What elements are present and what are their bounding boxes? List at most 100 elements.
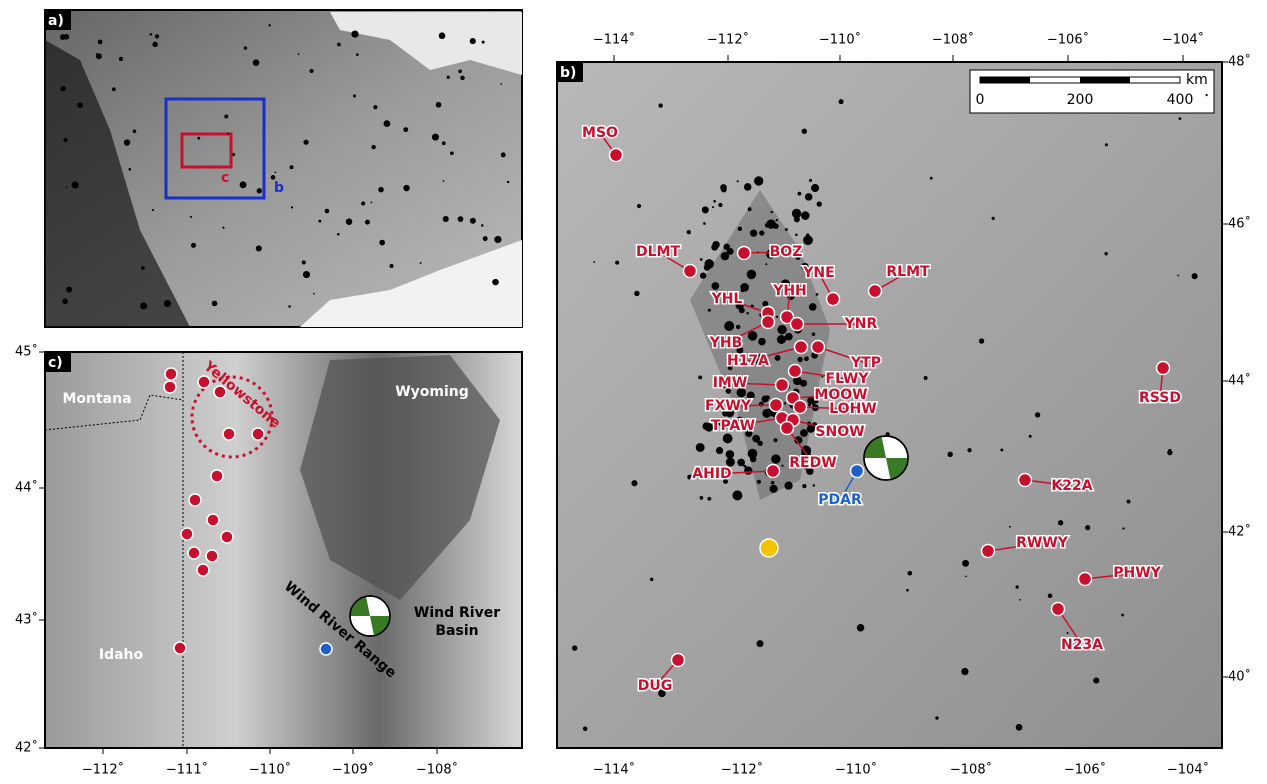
lon-tick-label: −110˚	[249, 762, 291, 778]
event	[318, 220, 321, 223]
event	[781, 465, 783, 467]
event	[268, 24, 270, 26]
event	[351, 30, 358, 37]
box-label: b	[274, 180, 284, 196]
event	[128, 168, 131, 171]
lon-tick-label: −106˚	[1047, 32, 1089, 48]
event	[436, 102, 442, 108]
station-label: K22A	[1051, 478, 1092, 494]
figure: b c a) c) b) −114˚−114˚−112˚−112˚−110˚−1…	[0, 0, 1267, 780]
event	[1104, 252, 1107, 255]
event	[1122, 527, 1124, 529]
event	[482, 41, 485, 44]
event	[797, 357, 802, 362]
event	[1206, 94, 1208, 96]
station	[206, 550, 218, 562]
station	[794, 401, 807, 414]
scale-bar	[980, 77, 1030, 83]
lon-tick-label: −114˚	[593, 762, 635, 778]
event	[713, 200, 716, 203]
event	[776, 219, 778, 221]
event	[727, 248, 734, 255]
event	[816, 293, 819, 296]
event	[802, 129, 807, 134]
event	[1000, 448, 1003, 451]
event	[197, 137, 200, 140]
event	[935, 716, 938, 719]
event	[703, 222, 706, 225]
station-label: LOHW	[829, 401, 876, 417]
event	[744, 466, 752, 474]
lat-tick-label: 44˚	[1228, 373, 1251, 389]
lon-tick-label: −112˚	[707, 32, 749, 48]
event	[804, 356, 809, 361]
lat-tick-label: 42˚	[1228, 524, 1251, 540]
event	[809, 179, 812, 182]
event	[750, 230, 757, 237]
event	[390, 264, 394, 268]
event	[792, 209, 801, 218]
station	[795, 341, 808, 354]
event	[711, 244, 718, 251]
station-label: YTP	[850, 355, 881, 371]
event	[744, 183, 752, 191]
event	[378, 187, 383, 192]
event	[1179, 117, 1182, 120]
station	[791, 318, 804, 331]
station-label: TPAW	[711, 418, 755, 434]
scale-tick: 400	[1167, 92, 1194, 108]
event	[150, 33, 153, 36]
event	[124, 139, 130, 145]
station-label: DLMT	[636, 244, 680, 260]
station	[1052, 603, 1065, 616]
event	[1029, 435, 1032, 438]
event	[806, 234, 810, 238]
station	[869, 285, 882, 298]
event	[72, 181, 79, 188]
event	[765, 263, 767, 265]
event	[707, 497, 711, 501]
event	[442, 141, 446, 145]
event	[700, 496, 704, 500]
event	[1105, 143, 1108, 146]
event	[224, 114, 228, 118]
event	[771, 481, 775, 485]
event	[443, 216, 449, 222]
event	[637, 204, 641, 208]
event	[290, 165, 294, 169]
station-label: YHL	[711, 291, 743, 307]
event	[700, 258, 703, 261]
station-label: FXWY	[705, 398, 752, 414]
event	[470, 218, 476, 224]
event	[930, 177, 933, 180]
station	[776, 379, 789, 392]
event	[1093, 677, 1099, 683]
station	[188, 547, 200, 559]
event	[212, 301, 218, 307]
station	[189, 494, 201, 506]
lat-tick-label: 42˚	[15, 740, 38, 756]
event	[365, 220, 370, 225]
event	[443, 180, 445, 182]
station-label: SNOW	[815, 424, 864, 440]
lat-tick-label: 44˚	[15, 480, 38, 496]
panel-a: b c a)	[45, 10, 522, 327]
event	[257, 188, 262, 193]
event	[738, 227, 742, 231]
scale-tick: 0	[976, 92, 985, 108]
event	[62, 298, 68, 304]
station-label: DUG	[638, 678, 672, 694]
array-label: PDAR	[818, 492, 862, 508]
event	[739, 307, 745, 313]
event	[164, 300, 171, 307]
event	[458, 69, 462, 73]
station-label: N23A	[1061, 637, 1103, 653]
event	[155, 34, 159, 38]
region-label: Montana	[62, 391, 131, 407]
event	[1048, 593, 1053, 598]
event	[1035, 412, 1040, 417]
station-label: PHWY	[1113, 565, 1161, 581]
event	[700, 272, 706, 278]
event	[439, 32, 446, 39]
event	[458, 216, 464, 222]
